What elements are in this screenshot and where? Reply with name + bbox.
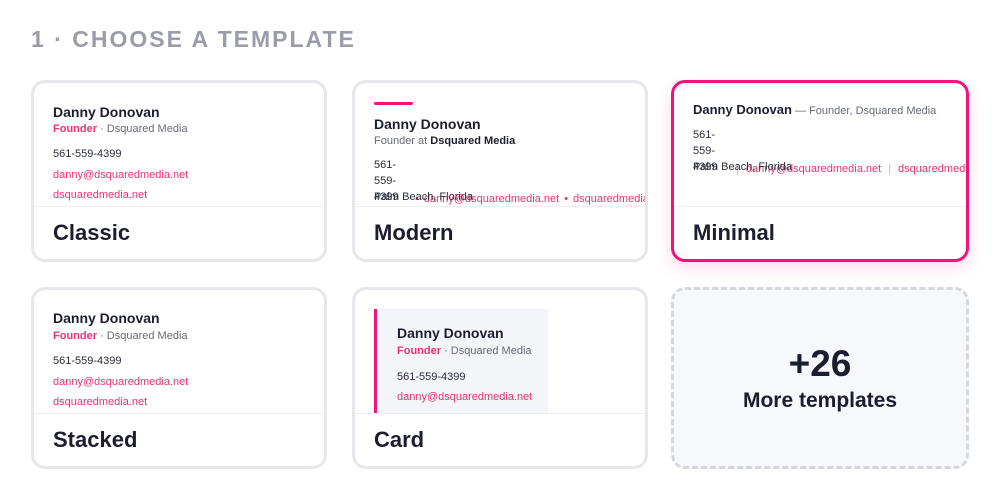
separator: · <box>100 330 104 342</box>
role-line: Founder at Dsquared Media <box>374 135 515 147</box>
preview: Danny Donovan Founder · Dsquared Media 5… <box>355 290 645 413</box>
template-label: Modern <box>355 206 645 259</box>
preview: Danny Donovan Founder · Dsquared Media 5… <box>34 83 324 206</box>
template-label: Classic <box>34 206 324 259</box>
name: Danny Donovan <box>693 102 792 117</box>
name-line: Danny Donovan — Founder, Dsquared Media <box>693 102 936 117</box>
separator: · <box>100 123 104 135</box>
phone: 561-559-4399 <box>374 159 399 203</box>
role: Founder <box>397 345 441 357</box>
website: dsquaredmedia.net <box>573 193 645 205</box>
preview: Danny Donovan Founder at Dsquared Media … <box>355 83 645 206</box>
template-card[interactable]: Danny Donovan Founder · Dsquared Media 5… <box>352 287 648 469</box>
template-card[interactable]: Danny Donovan Founder at Dsquared Media … <box>352 80 648 262</box>
separator: • <box>564 193 569 205</box>
email: danny@dsquaredmedia.net <box>53 376 189 388</box>
company: Dsquared Media <box>106 330 188 342</box>
template-card[interactable]: Danny Donovan Founder · Dsquared Media 5… <box>31 287 327 469</box>
email: danny@dsquaredmedia.net <box>745 163 882 175</box>
phone: 561-559-4399 <box>397 371 466 383</box>
template-label: Minimal <box>674 206 966 259</box>
location: Palm Beach, Florida <box>374 191 474 203</box>
accent-bar <box>374 102 413 105</box>
template-card-selected[interactable]: Danny Donovan — Founder, Dsquared Media … <box>671 80 969 262</box>
contact-line: 561-559-4399 • danny@dsquaredmedia.net • dsq… <box>374 157 645 205</box>
preview: Danny Donovan Founder · Dsquared Media 5… <box>34 290 324 413</box>
name: Danny Donovan <box>53 104 160 120</box>
phone: 561-559-4399 <box>693 129 718 173</box>
phone: 561-559-4399 <box>53 355 122 367</box>
heading: 1 · CHOOSE A TEMPLATE <box>31 26 356 52</box>
website: dsquaredmedia.net <box>53 396 148 408</box>
template-card[interactable]: Danny Donovan Founder · Dsquared Media 5… <box>31 80 327 262</box>
email: danny@dsquaredmedia.net <box>397 391 533 403</box>
website: dsquaredmedia.net <box>898 163 966 175</box>
separator: | <box>736 163 739 175</box>
company: Dsquared Media <box>450 345 532 357</box>
role: Founder <box>53 330 97 342</box>
email: danny@dsquaredmedia.net <box>423 193 560 205</box>
separator: | <box>888 163 892 175</box>
role: Founder at <box>374 135 428 147</box>
email: danny@dsquaredmedia.net <box>53 169 189 181</box>
phone: 561-559-4399 <box>53 148 122 160</box>
preview: Danny Donovan — Founder, Dsquared Media … <box>674 83 966 206</box>
role: — Founder, Dsquared Media <box>795 105 937 117</box>
card-box: Danny Donovan Founder · Dsquared Media 5… <box>374 309 548 413</box>
role-line: Founder · Dsquared Media <box>53 123 188 135</box>
role-line: Founder · Dsquared Media <box>53 330 188 342</box>
separator: • <box>415 193 419 205</box>
name: Danny Donovan <box>53 310 160 326</box>
contact-line: 561-559-4399 | danny@dsquaredmedia.net | dsq… <box>693 127 966 175</box>
location: Palm Beach, Florida <box>693 161 793 173</box>
template-label: Stacked <box>34 413 324 466</box>
website: dsquaredmedia.net <box>53 189 148 201</box>
name: Danny Donovan <box>374 116 481 132</box>
name: Danny Donovan <box>397 325 504 341</box>
company: Dsquared Media <box>106 123 188 135</box>
more-label: More templates <box>742 389 898 412</box>
separator: · <box>444 345 448 357</box>
template-label: Card <box>355 413 645 466</box>
company: Dsquared Media <box>430 135 516 147</box>
more-count: +26 <box>788 343 852 384</box>
role-line: Founder · Dsquared Media <box>397 345 532 357</box>
role: Founder <box>53 123 97 135</box>
more-templates[interactable]: +26 More templates <box>671 287 969 469</box>
